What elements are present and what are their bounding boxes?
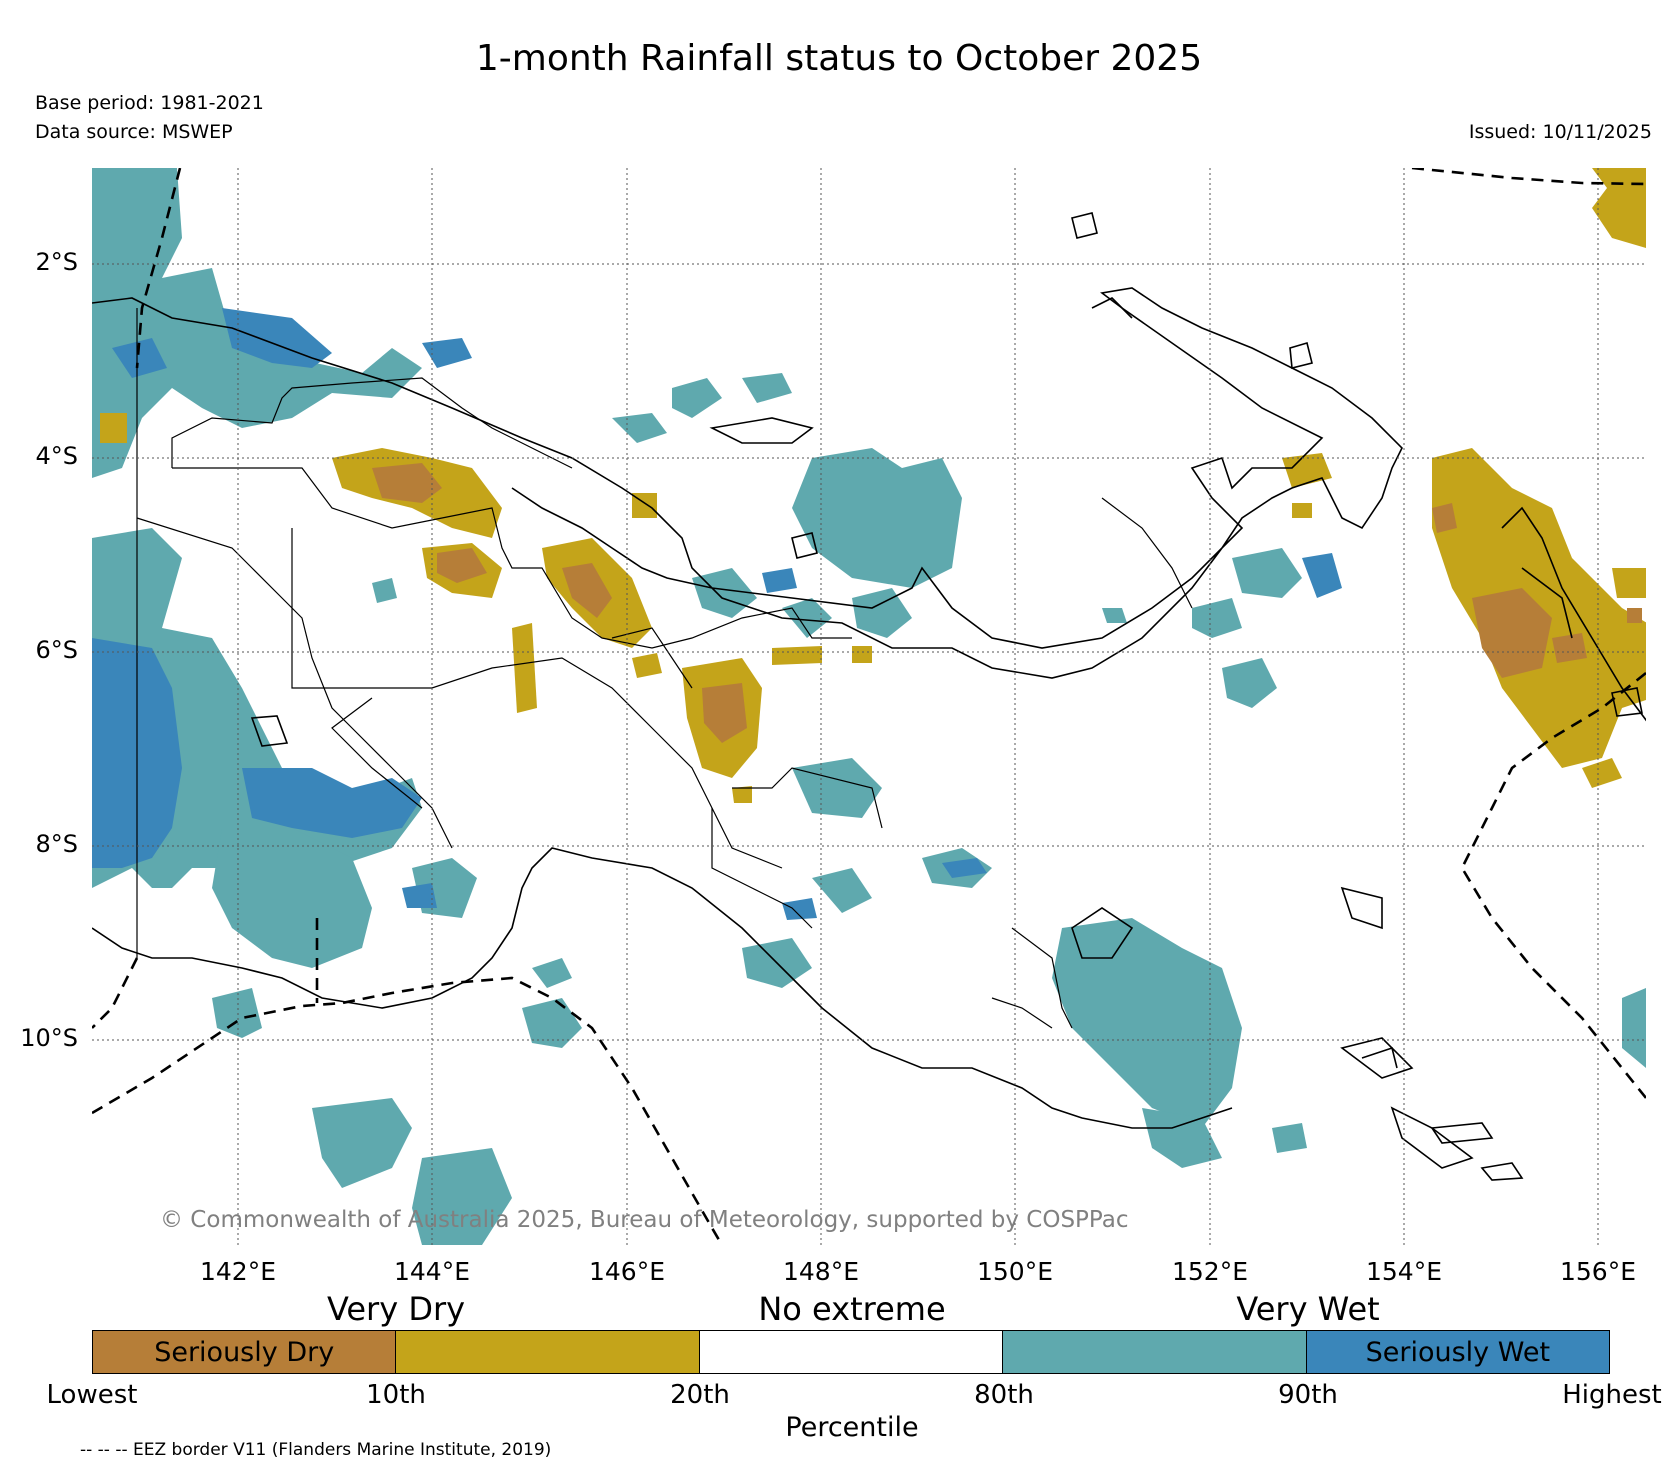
legend-segment-very-dry: [396, 1331, 700, 1373]
legend-tick-highest: Highest: [1562, 1380, 1662, 1410]
legend-segment-very-wet: [1003, 1331, 1307, 1373]
data-source: Data source: MSWEP: [35, 121, 233, 143]
legend-tick-80th: 80th: [974, 1380, 1034, 1410]
eez-note: -- -- -- EEZ border V11 (Flanders Marine…: [80, 1440, 552, 1460]
legend-segment-label: Seriously Dry: [154, 1336, 335, 1368]
legend-very-wet: Very Wet: [1236, 1290, 1380, 1328]
copyright-text: © Commonwealth of Australia 2025, Bureau…: [160, 1207, 1129, 1233]
lat-label-4s: 4°S: [35, 442, 78, 470]
legend-segment-seriously-dry: Seriously Dry: [93, 1331, 397, 1373]
province-boundaries: [136, 308, 1193, 1029]
legend-segment-normal: [699, 1331, 1004, 1373]
lon-label-150e: 150°E: [976, 1257, 1054, 1286]
legend-segment-label: Seriously Wet: [1365, 1336, 1551, 1368]
coastlines: [92, 212, 1646, 1181]
lon-label-152e: 152°E: [1171, 1257, 1249, 1286]
lat-label-8s: 8°S: [35, 830, 78, 858]
base-period: Base period: 1981-2021: [35, 92, 264, 114]
legend-axis-label: Percentile: [785, 1412, 919, 1443]
lon-label-146e: 146°E: [588, 1257, 666, 1286]
seriously-dry-regions: [372, 463, 1642, 743]
legend-tick-20th: 20th: [670, 1380, 730, 1410]
legend-tick-10th: 10th: [366, 1380, 426, 1410]
rainfall-map: [92, 168, 1646, 1245]
legend-tick-lowest: Lowest: [46, 1380, 138, 1410]
lon-label-148e: 148°E: [782, 1257, 860, 1286]
lat-label-10s: 10°S: [20, 1024, 78, 1052]
eez-borders: [92, 168, 1646, 1245]
legend-colorbar: Seriously Dry Seriously Wet: [92, 1330, 1610, 1374]
lon-label-144e: 144°E: [393, 1257, 471, 1286]
legend-tick-90th: 90th: [1278, 1380, 1338, 1410]
lat-label-6s: 6°S: [35, 636, 78, 664]
issued-date: Issued: 10/11/2025: [1468, 121, 1652, 143]
lat-label-2s: 2°S: [35, 248, 78, 276]
lon-label-154e: 154°E: [1365, 1257, 1443, 1286]
map-title: 1-month Rainfall status to October 2025: [475, 38, 1203, 79]
legend-segment-seriously-wet: Seriously Wet: [1306, 1331, 1610, 1373]
grid-lines: [92, 168, 1646, 1245]
lon-label-142e: 142°E: [199, 1257, 277, 1286]
lon-label-156e: 156°E: [1559, 1257, 1637, 1286]
legend-no-extreme: No extreme: [758, 1290, 946, 1328]
legend-very-dry: Very Dry: [326, 1290, 466, 1328]
